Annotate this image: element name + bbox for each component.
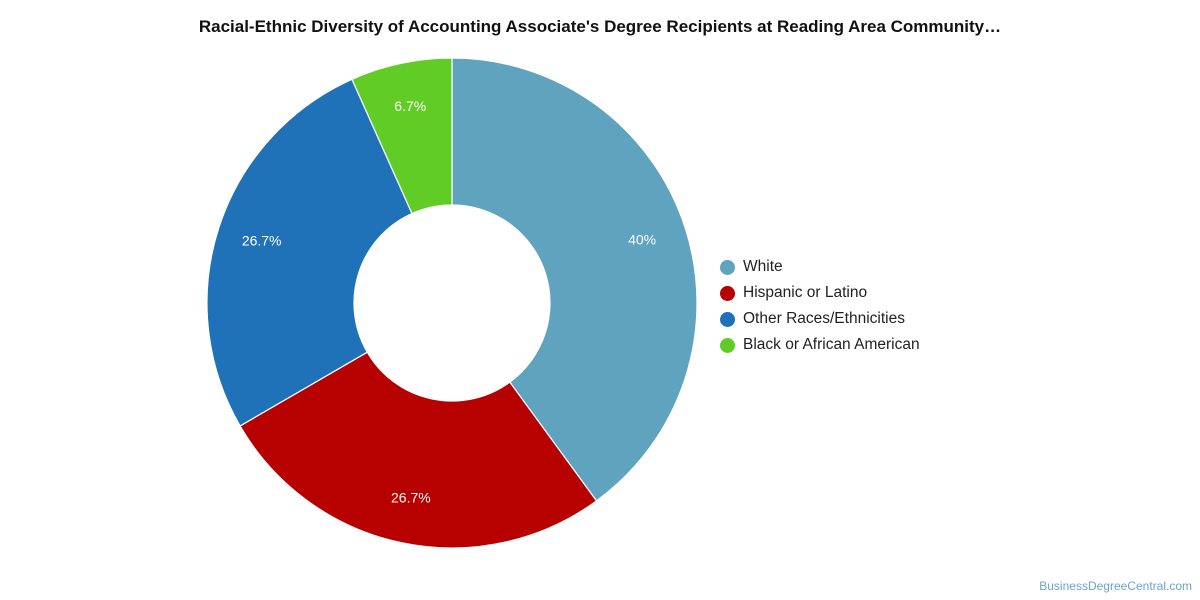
legend-item[interactable]: Other Races/Ethnicities [720, 306, 920, 332]
slice-value-label: 26.7% [391, 489, 431, 505]
slice-black-or-african-american [351, 57, 453, 215]
slice-other-races-ethnicities [206, 78, 413, 427]
donut-slices [206, 57, 698, 549]
legend-swatch-icon [720, 259, 735, 275]
chart-title: Racial-Ethnic Diversity of Accounting As… [198, 17, 1002, 36]
slice-white [451, 57, 698, 502]
legend-swatch-icon [720, 311, 735, 327]
legend-label: White [743, 258, 783, 275]
slice-labels: 40% 26.7% 26.7% 6.7% [242, 98, 656, 505]
legend-label: Hispanic or Latino [743, 284, 868, 301]
legend-item[interactable]: Hispanic or Latino [720, 280, 920, 306]
slice-hispanic-or-latino [239, 351, 598, 549]
source-credit: BusinessDegreeCentral.com [1039, 579, 1192, 593]
legend-item[interactable]: White [720, 254, 920, 280]
chart-legend: White Hispanic or Latino Other Races/Ethni… [720, 254, 920, 358]
legend-label: Other Races/Ethnicities [743, 310, 905, 327]
slice-value-label: 6.7% [394, 98, 426, 114]
legend-swatch-icon [720, 337, 735, 353]
legend-swatch-icon [720, 285, 735, 301]
slice-value-label: 40% [628, 232, 656, 248]
legend-label: Black or African American [743, 336, 920, 353]
slice-value-label: 26.7% [242, 232, 282, 248]
legend-item[interactable]: Black or African American [720, 332, 920, 358]
